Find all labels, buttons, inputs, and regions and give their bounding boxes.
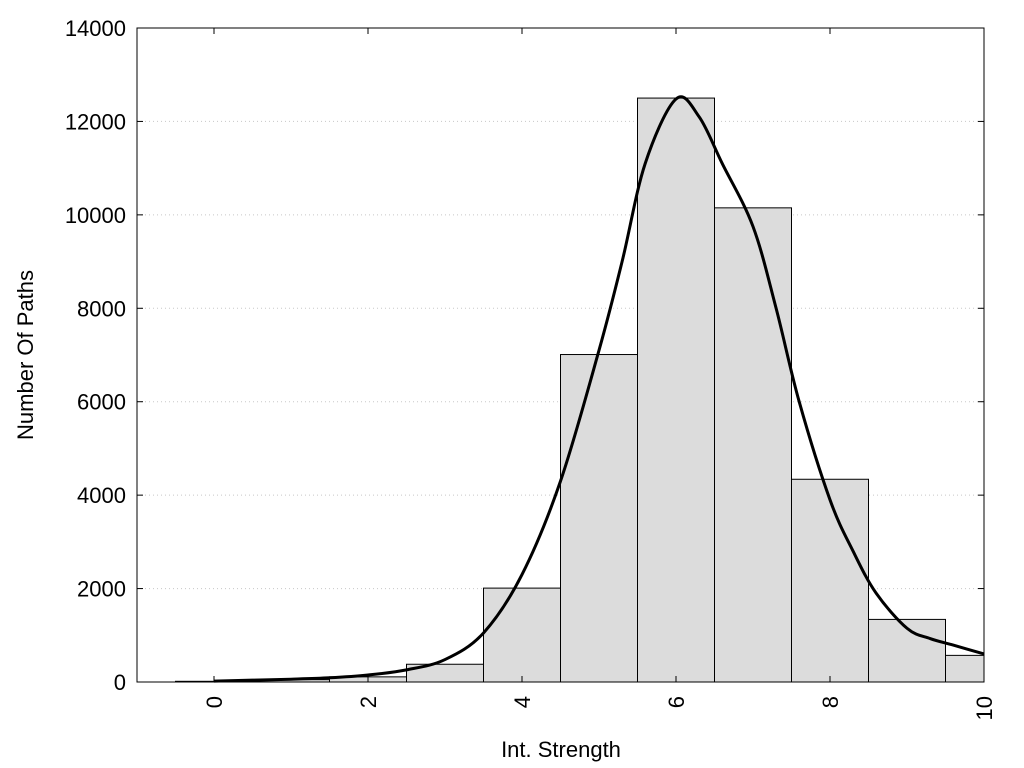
- bar: [637, 97, 715, 683]
- x-tick-label: 10: [972, 696, 997, 720]
- x-tick-label: 4: [510, 696, 535, 708]
- plot-frame: [136, 27, 985, 683]
- density-curve: [213, 95, 985, 683]
- x-axis-label: Int. Strength: [501, 737, 621, 762]
- bar: [791, 478, 869, 683]
- plot-border: [136, 27, 985, 683]
- bar: [945, 654, 985, 683]
- x-ticks: 0 2 4 6 8 10: [202, 28, 997, 720]
- density-curve-group: [213, 95, 985, 683]
- bar: [560, 354, 638, 683]
- y-tick-label: 4000: [77, 483, 126, 508]
- y-tick-label: 2000: [77, 577, 126, 602]
- y-tick-label: 10000: [65, 203, 126, 228]
- x-tick-label: 2: [356, 696, 381, 708]
- x-tick-label: 0: [202, 696, 227, 708]
- bar: [714, 207, 792, 683]
- y-tick-label: 12000: [65, 109, 126, 134]
- y-ticks: 0 2000 4000 6000 8000 10000 12000 14000: [65, 16, 984, 695]
- y-tick-label: 8000: [77, 296, 126, 321]
- y-tick-label: 6000: [77, 390, 126, 415]
- y-tick-label: 0: [114, 670, 126, 695]
- y-axis-label: Number Of Paths: [13, 270, 38, 440]
- x-tick-label: 6: [664, 696, 689, 708]
- bars: [175, 97, 985, 683]
- x-tick-label: 8: [818, 696, 843, 708]
- y-tick-label: 14000: [65, 16, 126, 41]
- bar: [483, 587, 561, 683]
